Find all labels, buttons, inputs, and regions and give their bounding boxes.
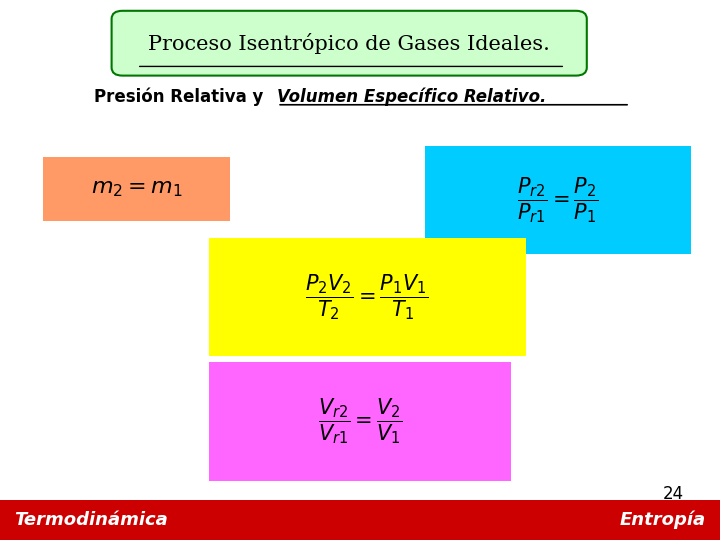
Text: 24: 24 — [663, 485, 684, 503]
FancyBboxPatch shape — [112, 11, 587, 76]
Text: $\dfrac{V_{r2}}{V_{r1}} = \dfrac{V_2}{V_1}$: $\dfrac{V_{r2}}{V_{r1}} = \dfrac{V_2}{V_… — [318, 396, 402, 446]
FancyBboxPatch shape — [0, 500, 720, 540]
Text: Volumen Específico Relativo.: Volumen Específico Relativo. — [277, 88, 546, 106]
Text: Termodinámica: Termodinámica — [14, 511, 168, 529]
Text: $m_2 = m_1$: $m_2 = m_1$ — [91, 179, 183, 199]
Text: $\dfrac{P_2 V_2}{T_2} = \dfrac{P_1 V_1}{T_1}$: $\dfrac{P_2 V_2}{T_2} = \dfrac{P_1 V_1}{… — [305, 272, 429, 322]
FancyBboxPatch shape — [425, 146, 691, 254]
FancyBboxPatch shape — [209, 238, 526, 356]
Text: $\dfrac{P_{r2}}{P_{r1}} = \dfrac{P_2}{P_1}$: $\dfrac{P_{r2}}{P_{r1}} = \dfrac{P_2}{P_… — [518, 175, 598, 225]
Text: Proceso Isentrópico de Gases Ideales.: Proceso Isentrópico de Gases Ideales. — [148, 33, 550, 53]
FancyBboxPatch shape — [209, 362, 511, 481]
Text: Entropía: Entropía — [619, 510, 706, 529]
FancyBboxPatch shape — [43, 157, 230, 221]
Text: Presión Relativa y: Presión Relativa y — [94, 88, 269, 106]
